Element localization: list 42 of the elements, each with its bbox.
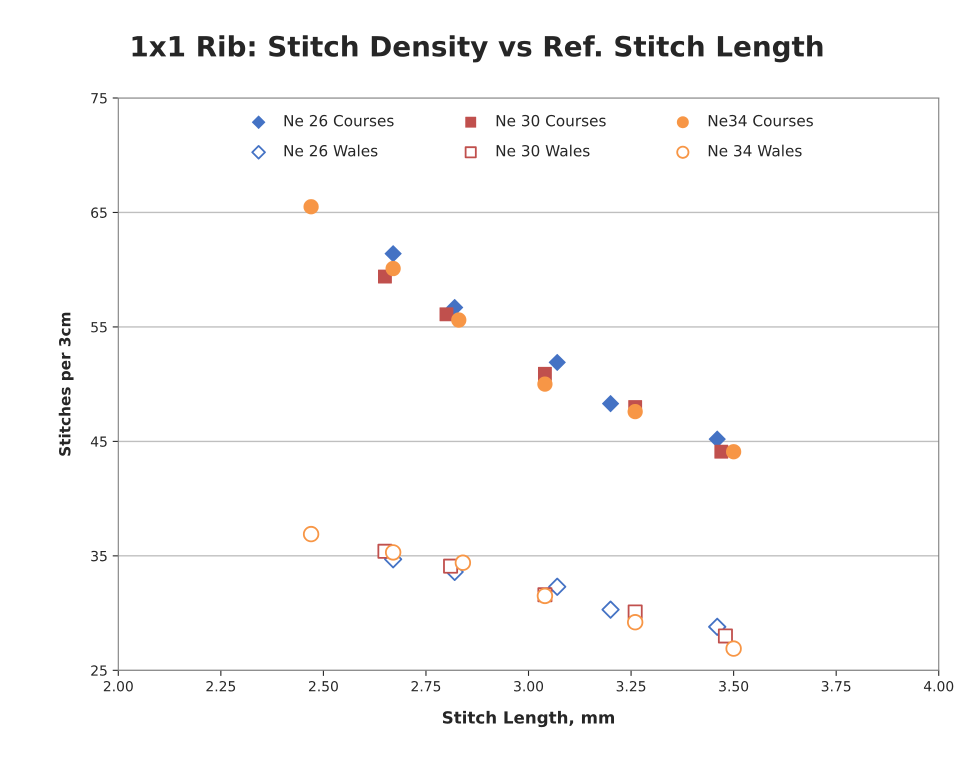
point <box>725 640 742 657</box>
y-tick-label: 75 <box>91 93 107 104</box>
x-tick-label: 3.00 <box>514 680 544 692</box>
x-tick-label: 3.25 <box>616 680 646 692</box>
point <box>302 526 320 542</box>
point <box>628 404 643 420</box>
y-tick-label: 35 <box>91 550 107 562</box>
point <box>718 628 733 644</box>
legend-label: Ne34 Courses <box>708 114 813 126</box>
x-tick-label: 3.75 <box>822 680 850 692</box>
point <box>303 199 319 214</box>
point <box>548 578 566 596</box>
y-axis-title: Stitches per 3cm <box>58 312 74 456</box>
x-tick-label: 3.50 <box>719 680 748 692</box>
point <box>454 554 472 571</box>
y-tick-label: 25 <box>91 665 107 676</box>
chart-title: 1x1 Rib: Stitch Density vs Ref. Stitch Length <box>132 35 822 62</box>
x-tick-label: 2.50 <box>308 680 338 692</box>
legend-label: Ne 34 Wales <box>708 144 802 156</box>
y-tick-label: 65 <box>91 207 107 218</box>
legend-label: Ne 26 Courses <box>284 114 394 126</box>
point <box>386 260 401 276</box>
legend-label: Ne 30 Courses <box>496 114 606 126</box>
x-axis-title: Stitch Length, mm <box>442 710 614 728</box>
legend-label: Ne 26 Wales <box>284 144 378 156</box>
point <box>548 354 566 371</box>
x-tick-label: 2.00 <box>104 680 133 692</box>
y-tick-label: 45 <box>90 436 107 447</box>
y-tick-label: 55 <box>91 322 107 332</box>
x-tick-label: 2.75 <box>412 680 440 692</box>
point <box>602 395 620 412</box>
point <box>726 444 742 460</box>
x-tick-label: 2.25 <box>206 680 236 692</box>
point <box>384 544 402 561</box>
point <box>601 600 620 619</box>
legend-label: Ne 30 Wales <box>496 144 590 156</box>
point <box>451 312 466 328</box>
point <box>440 307 454 322</box>
x-tick-label: 4.00 <box>924 680 954 692</box>
point <box>384 245 402 262</box>
point <box>537 376 553 392</box>
point <box>626 614 644 630</box>
